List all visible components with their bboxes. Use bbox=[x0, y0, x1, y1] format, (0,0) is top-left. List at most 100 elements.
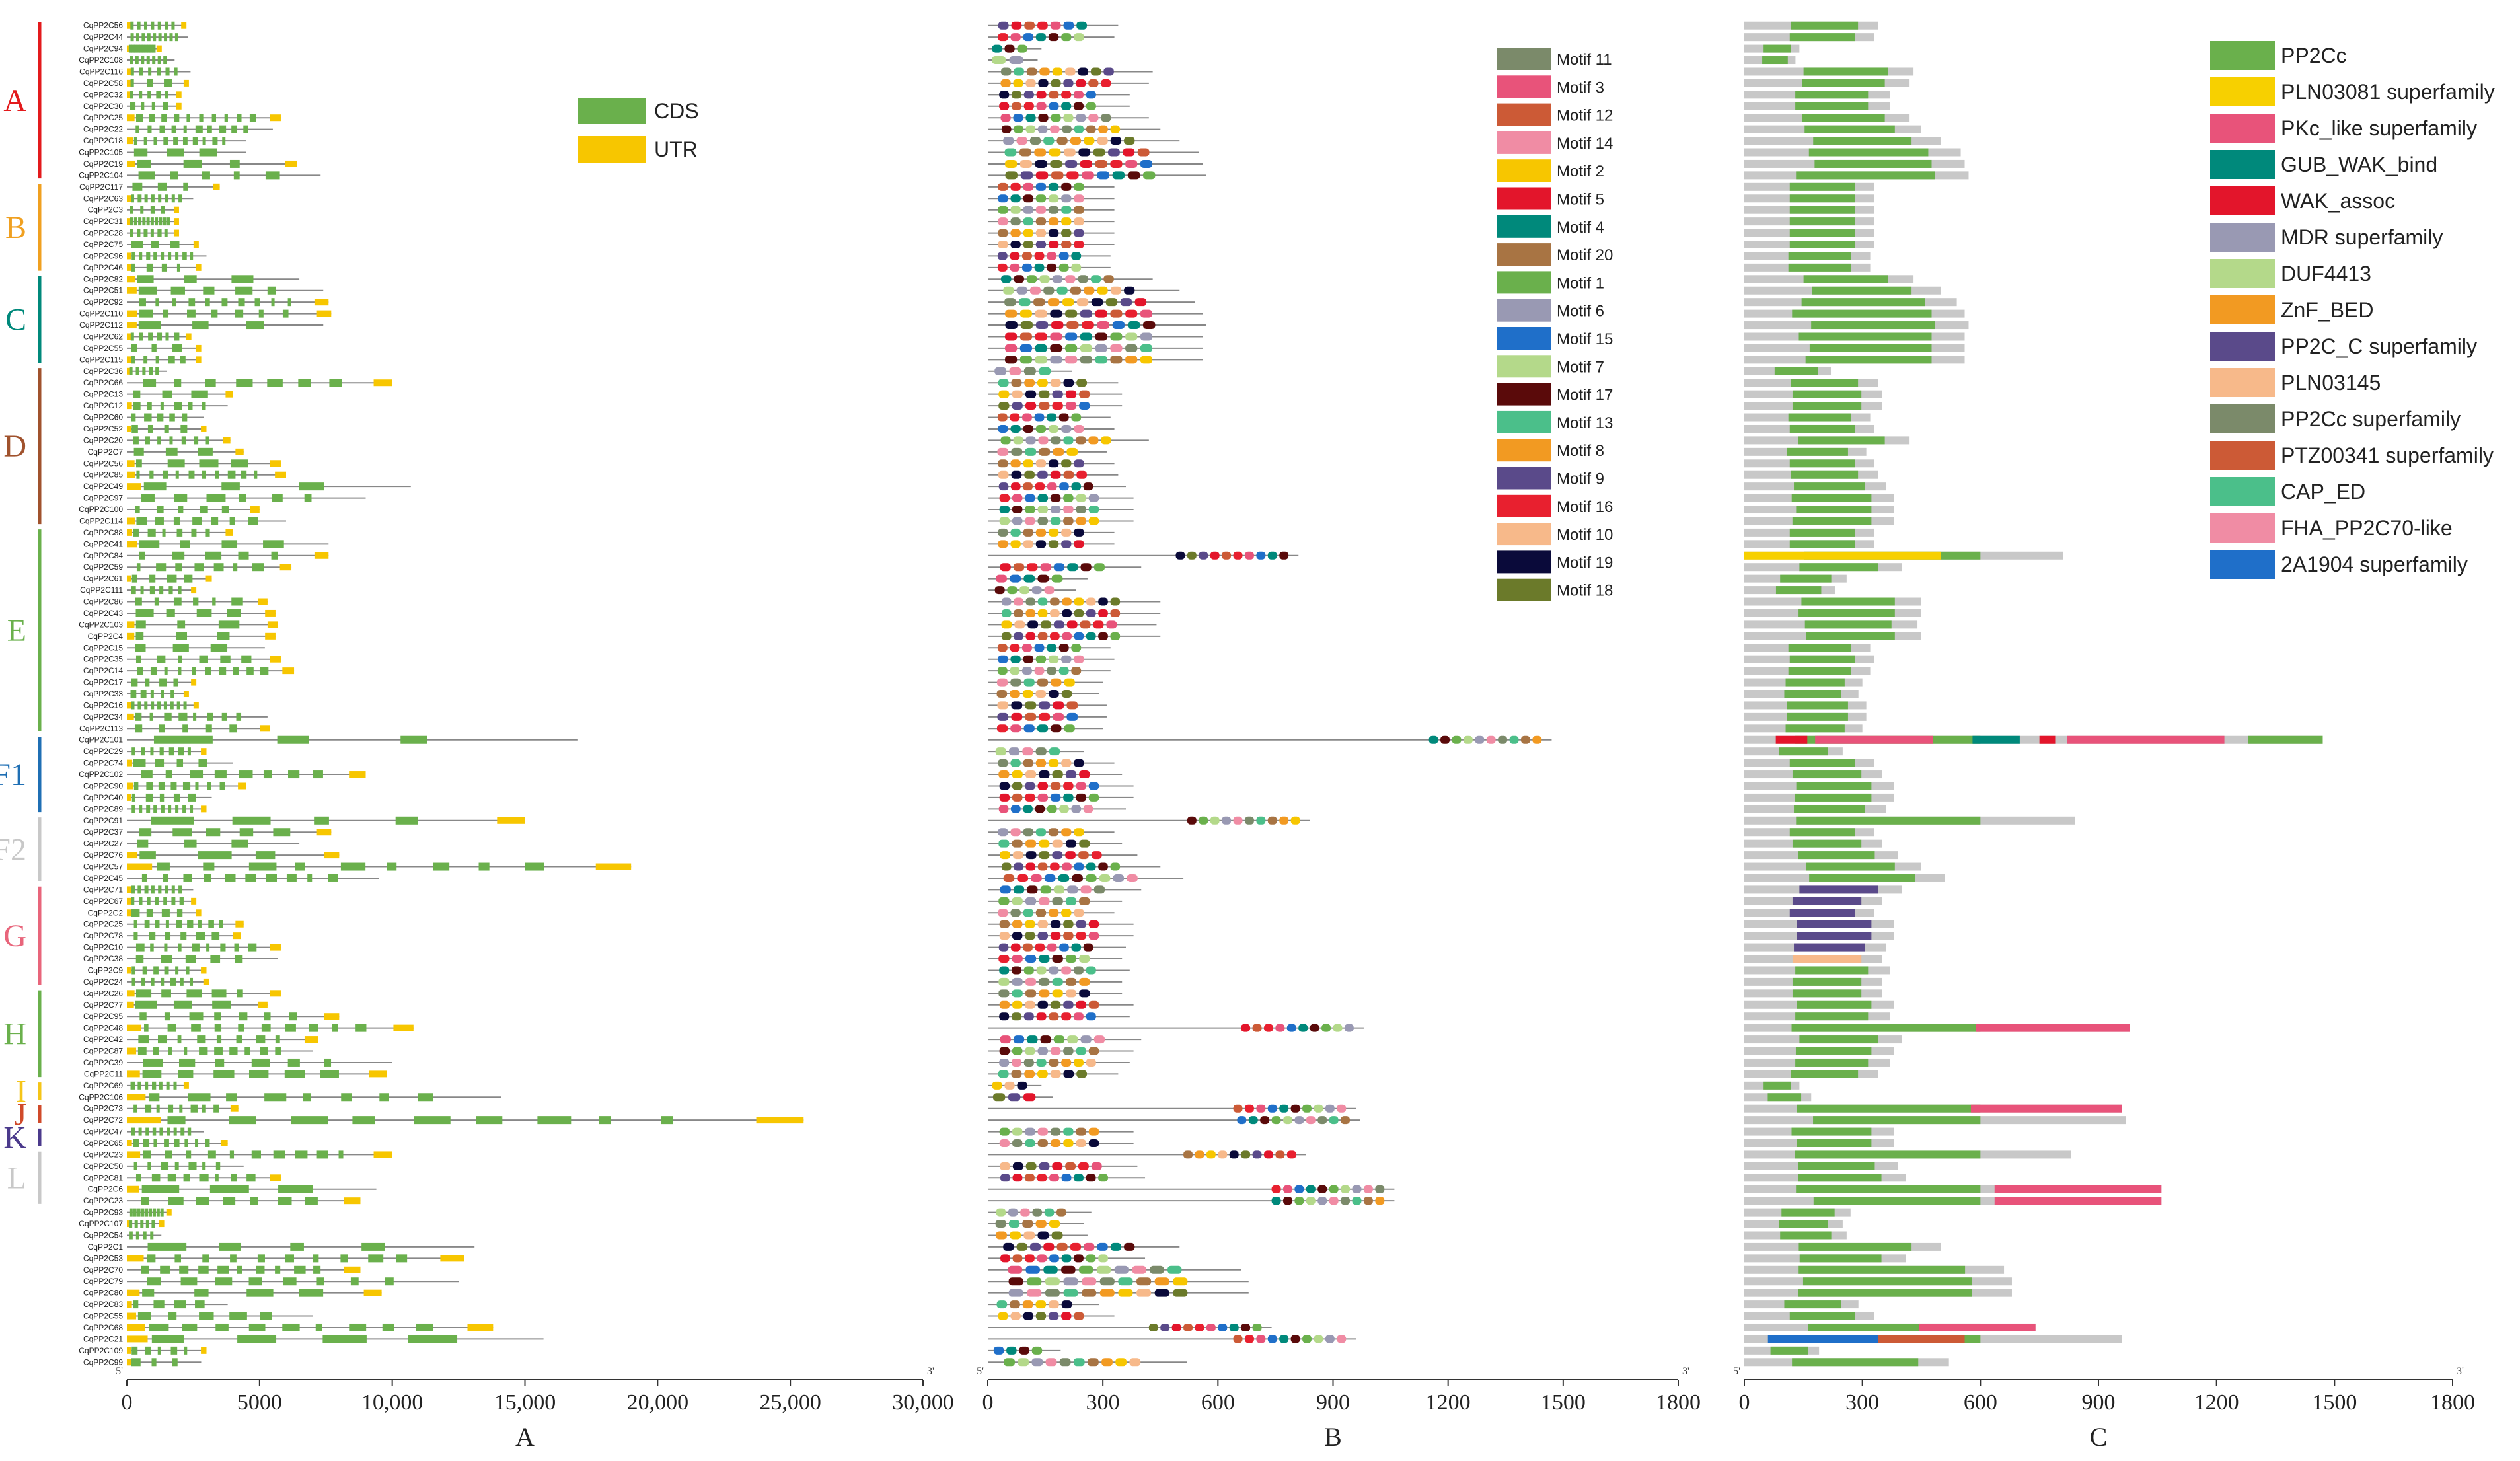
cds-exon bbox=[171, 885, 175, 894]
motif-box bbox=[1071, 252, 1082, 260]
tick-label: 1500 bbox=[1541, 1390, 1586, 1415]
cds-exon bbox=[408, 1335, 458, 1343]
motif-box bbox=[1290, 1335, 1300, 1343]
cds-exon bbox=[238, 551, 249, 560]
motif-box bbox=[1099, 1277, 1115, 1286]
utr-block bbox=[127, 909, 131, 917]
domain-block bbox=[1792, 839, 1862, 848]
motif-box bbox=[1014, 609, 1023, 617]
motif-box bbox=[1035, 241, 1047, 248]
motif-box bbox=[1074, 229, 1084, 237]
motif-box bbox=[1244, 1104, 1254, 1113]
gene-label: CqPP2C44 bbox=[83, 32, 123, 42]
motif-box bbox=[1039, 977, 1050, 986]
cds-exon bbox=[133, 1162, 137, 1170]
cds-exon bbox=[213, 1070, 235, 1078]
cds-exon bbox=[304, 494, 312, 502]
cds-exon bbox=[197, 1035, 206, 1044]
cds-exon bbox=[180, 1277, 198, 1286]
cds-exon bbox=[144, 44, 148, 53]
motif-box bbox=[1049, 1012, 1059, 1021]
motif-box bbox=[1052, 897, 1063, 905]
domain-block bbox=[1791, 1070, 1859, 1078]
gene-label: CqPP2C113 bbox=[79, 724, 123, 733]
utr-block bbox=[127, 333, 131, 340]
motif-box bbox=[1063, 1289, 1078, 1297]
motif-box bbox=[1093, 148, 1105, 157]
motif-box bbox=[1010, 574, 1021, 583]
cds-exon bbox=[135, 632, 144, 640]
motif-box bbox=[1142, 171, 1156, 180]
motif-box bbox=[1061, 241, 1072, 248]
motif-box bbox=[1440, 735, 1450, 744]
gene-label: CqPP2C30 bbox=[83, 102, 123, 111]
domain-block bbox=[1762, 56, 1788, 65]
motif-box bbox=[1093, 563, 1105, 572]
gene-label: CqPP2C9 bbox=[88, 965, 124, 975]
motif-box bbox=[1027, 885, 1038, 894]
motif-box bbox=[1337, 1335, 1347, 1343]
cds-exon bbox=[133, 528, 139, 537]
legend-swatch bbox=[1497, 48, 1551, 70]
motif-box bbox=[1035, 805, 1045, 813]
motif-box bbox=[1000, 79, 1011, 87]
gene-label: CqPP2C17 bbox=[83, 678, 123, 687]
legend-swatch bbox=[1497, 439, 1551, 462]
utr-block bbox=[127, 517, 135, 525]
domain-block bbox=[1775, 735, 1808, 744]
domain-block bbox=[1797, 1000, 1872, 1009]
motif-box bbox=[1080, 1035, 1092, 1044]
motif-box bbox=[1080, 563, 1092, 572]
utr-block bbox=[127, 137, 133, 145]
cds-exon bbox=[161, 989, 171, 998]
cds-exon bbox=[179, 1104, 183, 1113]
cds-exon bbox=[151, 977, 155, 986]
cds-exon bbox=[167, 1127, 170, 1136]
cds-exon bbox=[307, 874, 313, 882]
motif-box bbox=[1056, 286, 1068, 295]
utr-block bbox=[127, 264, 131, 271]
motif-box bbox=[1010, 263, 1020, 272]
utr-block bbox=[127, 68, 131, 75]
cds-exon bbox=[387, 862, 397, 871]
motif-box bbox=[1078, 148, 1091, 157]
cds-exon bbox=[165, 67, 170, 76]
legend-label: Motif 5 bbox=[1557, 191, 1604, 209]
motif-box bbox=[1066, 620, 1078, 629]
motif-box bbox=[1083, 943, 1093, 952]
cds-exon bbox=[237, 1265, 242, 1274]
motif-box bbox=[1067, 563, 1078, 572]
tick-label: 1800 bbox=[1656, 1390, 1701, 1415]
cds-exon bbox=[661, 1116, 673, 1125]
cds-exon bbox=[188, 1093, 211, 1102]
motif-box bbox=[1036, 1058, 1047, 1067]
domain-block bbox=[1787, 701, 1848, 710]
motif-box bbox=[1019, 298, 1031, 307]
cds-exon bbox=[180, 540, 190, 548]
cds-exon bbox=[277, 735, 309, 744]
gene-label: CqPP2C92 bbox=[83, 297, 123, 307]
cds-exon bbox=[174, 67, 178, 76]
utr-block bbox=[127, 863, 153, 870]
cds-exon bbox=[139, 332, 143, 341]
cds-exon bbox=[256, 1035, 266, 1044]
motif-box bbox=[1452, 735, 1462, 744]
cds-exon bbox=[130, 21, 134, 30]
cds-exon bbox=[150, 690, 154, 698]
utr-block bbox=[176, 102, 182, 110]
cds-exon bbox=[212, 597, 216, 606]
motif-box bbox=[1074, 828, 1084, 837]
cds-exon bbox=[205, 298, 210, 307]
motif-box bbox=[1132, 1265, 1146, 1274]
gene-label: CqPP2C60 bbox=[83, 413, 123, 422]
cds-exon bbox=[215, 1058, 225, 1067]
motif-box bbox=[1023, 241, 1033, 248]
cds-exon bbox=[212, 137, 218, 145]
cds-exon bbox=[141, 770, 153, 779]
motif-box bbox=[1023, 724, 1035, 733]
cds-exon bbox=[241, 655, 252, 663]
motif-box bbox=[1076, 793, 1086, 802]
motif-box bbox=[1341, 1116, 1351, 1125]
utr-block bbox=[304, 1036, 318, 1043]
domain-block bbox=[1798, 1289, 1972, 1297]
